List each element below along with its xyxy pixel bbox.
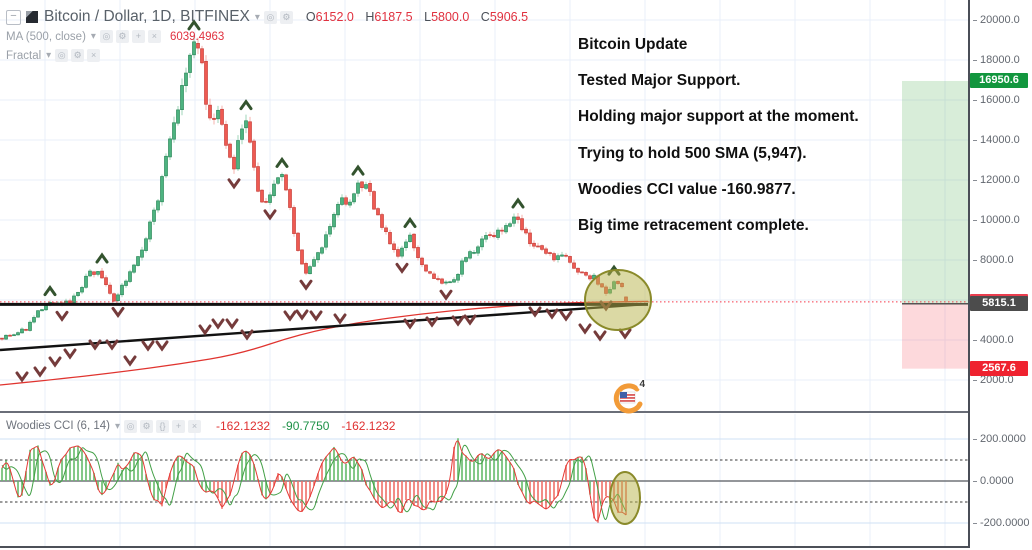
chevron-down-icon[interactable]: ▾ [46, 50, 52, 61]
low-label: L [424, 10, 432, 24]
price-tick: 16000.0 [973, 94, 1020, 106]
close-icon[interactable]: × [147, 30, 161, 43]
cci-indicator-row: Woodies CCI (6, 14) ▾ ◎ ⚙ {} + × -162.12… [6, 417, 395, 435]
collapse-legend-button[interactable]: − [6, 9, 21, 25]
high-label: H [365, 10, 375, 24]
price-tick: 20000.0 [973, 14, 1020, 26]
open-label: O [305, 10, 316, 24]
price-badge: 16950.6 [970, 73, 1028, 89]
symbol-title[interactable]: Bitcoin / Dollar, 1D, BITFINEX [44, 8, 250, 25]
add-icon[interactable]: + [131, 30, 145, 43]
us-flag-sticker[interactable]: 4 [611, 379, 649, 415]
cci-tick: 0.0000 [973, 475, 1014, 487]
us-flag-icon [619, 391, 636, 404]
price-tick: 18000.0 [973, 54, 1020, 66]
price-axis[interactable]: 20000.0 18000.0 16000.0 14000.0 12000.0 10000… [968, 0, 1032, 548]
price-badge: 2567.6 [970, 361, 1028, 377]
cci-tick: -200.0000 [973, 517, 1030, 529]
price-tick: 12000.0 [973, 174, 1020, 186]
close-label: C [480, 10, 490, 24]
add-icon[interactable]: + [172, 419, 185, 433]
gear-icon[interactable]: ⚙ [115, 30, 129, 43]
instrument-logo-icon [26, 11, 38, 23]
ohlc-readout: O6152.0 H6187.5 L5800.0 C5906.5 [306, 10, 528, 24]
chevron-down-icon[interactable]: ▾ [254, 11, 260, 23]
fractal-indicator-label[interactable]: Fractal [6, 49, 42, 62]
panel-separator[interactable] [0, 411, 1032, 413]
close-value: 5906.5 [489, 10, 529, 24]
price-tick: 4000.0 [973, 334, 1014, 346]
annotation-line: Tested Major Support. [578, 72, 741, 90]
gear-icon[interactable]: ⚙ [71, 49, 85, 62]
ma-indicator-label[interactable]: MA (500, close) [6, 30, 86, 43]
close-icon[interactable]: × [188, 419, 201, 433]
close-icon[interactable]: × [87, 49, 101, 62]
open-value: 6152.0 [315, 10, 354, 24]
text-annotation[interactable]: Bitcoin Update Tested Major Support. Hol… [578, 27, 859, 244]
legend-overlay: − Bitcoin / Dollar, 1D, BITFINEX ▾ ◎ ⚙ O… [6, 7, 528, 65]
cci-value-3: -162.1232 [341, 419, 396, 433]
gear-icon[interactable]: ⚙ [140, 419, 153, 433]
ma-value: 6039.4963 [169, 30, 225, 43]
price-tick: 8000.0 [973, 254, 1014, 266]
main-price-chart[interactable] [0, 0, 968, 411]
fractal-indicator-row: Fractal ▾ ◎ ⚙ × [6, 46, 528, 65]
annotation-line: Holding major support at the moment. [578, 108, 859, 126]
cci-tick: 200.0000 [973, 433, 1026, 445]
annotation-line: Woodies CCI value -160.9877. [578, 180, 796, 198]
low-value: 5800.0 [431, 10, 470, 24]
woodies-cci-panel[interactable] [0, 414, 968, 546]
cci-value-1: -162.1232 [216, 419, 271, 433]
eye-icon[interactable]: ◎ [124, 419, 137, 433]
bottom-border [0, 546, 1032, 548]
annotation-line: Bitcoin Update [578, 36, 688, 53]
price-badge: 5815.1 [970, 296, 1028, 312]
chevron-down-icon[interactable]: ▾ [114, 420, 120, 432]
eye-icon[interactable]: ◎ [99, 30, 113, 43]
sticker-count-badge: 4 [637, 379, 647, 390]
symbol-row: − Bitcoin / Dollar, 1D, BITFINEX ▾ ◎ ⚙ O… [6, 7, 528, 27]
high-value: 6187.5 [374, 10, 413, 24]
price-tick: 2000.0 [973, 374, 1014, 386]
eye-icon[interactable]: ◎ [263, 10, 277, 24]
price-tick: 14000.0 [973, 134, 1020, 146]
gear-icon[interactable]: ⚙ [279, 10, 293, 24]
price-tick: 10000.0 [973, 214, 1020, 226]
annotation-line: Trying to hold 500 SMA (5,947). [578, 144, 807, 162]
chevron-down-icon[interactable]: ▾ [90, 31, 96, 42]
cci-indicator-label[interactable]: Woodies CCI (6, 14) [6, 420, 110, 432]
ma-indicator-row: MA (500, close) ▾ ◎ ⚙ + × 6039.4963 [6, 27, 528, 46]
cci-value-2: -90.7750 [282, 419, 330, 433]
eye-icon[interactable]: ◎ [55, 49, 69, 62]
source-code-icon[interactable]: {} [156, 419, 169, 433]
annotation-line: Big time retracement complete. [578, 216, 809, 234]
